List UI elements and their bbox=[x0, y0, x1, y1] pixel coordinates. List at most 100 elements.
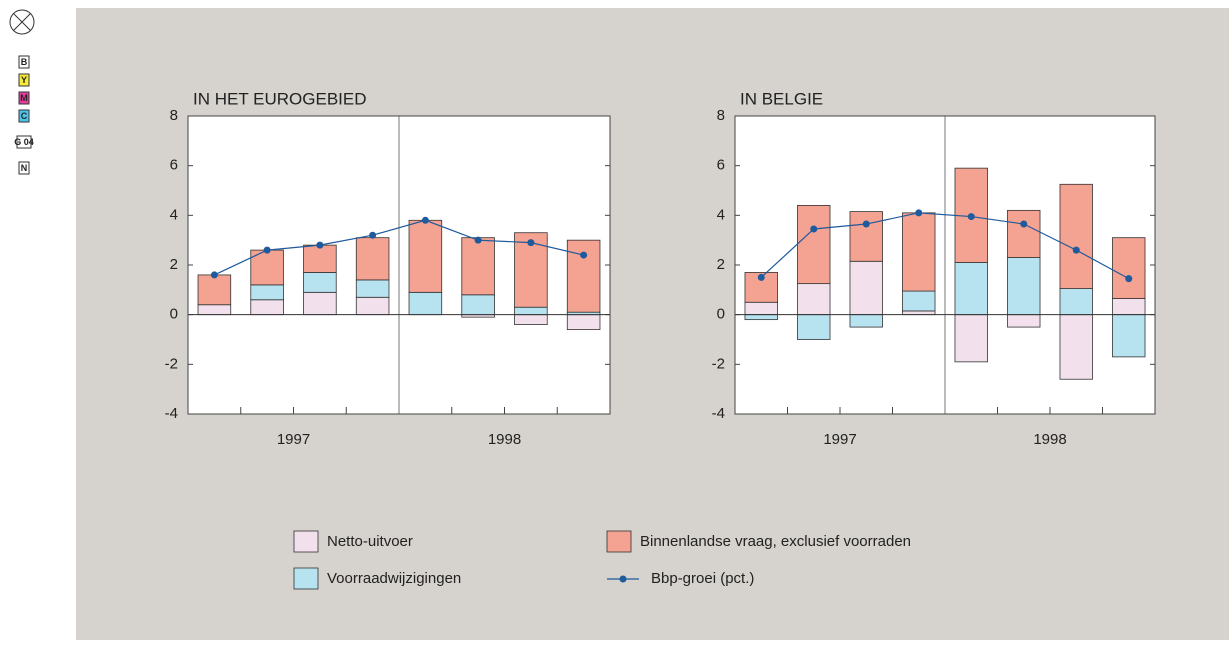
y-tick-label: -4 bbox=[165, 405, 178, 422]
bar-segment bbox=[461, 294, 495, 316]
line-point bbox=[263, 246, 271, 254]
bar-segment bbox=[514, 306, 548, 316]
bar-segment bbox=[408, 291, 443, 316]
bar-segment bbox=[954, 262, 988, 316]
print-mark-label: M bbox=[20, 93, 28, 103]
legend-label: Bbp-groei (pct.) bbox=[651, 570, 754, 587]
line-point bbox=[421, 216, 429, 224]
legend-marker bbox=[619, 575, 627, 583]
bar-segment bbox=[797, 204, 831, 285]
line-point bbox=[1020, 220, 1028, 228]
bar-segment bbox=[902, 290, 936, 312]
bar-segment bbox=[355, 279, 390, 298]
line-point bbox=[967, 213, 975, 221]
bar-segment bbox=[1112, 237, 1146, 299]
bar-segment bbox=[1059, 288, 1093, 316]
line-point bbox=[1072, 246, 1080, 254]
y-tick-label: -2 bbox=[165, 355, 178, 372]
bar-segment bbox=[849, 211, 883, 262]
bar-segment bbox=[1007, 209, 1041, 258]
print-mark-label: B bbox=[21, 57, 28, 67]
bar-segment bbox=[1007, 257, 1041, 316]
y-tick-label: 8 bbox=[170, 107, 178, 124]
line-point bbox=[369, 231, 377, 239]
bar-segment bbox=[461, 237, 495, 296]
y-tick-label: -2 bbox=[712, 355, 725, 372]
plot-frame bbox=[187, 115, 611, 415]
registration-mark bbox=[9, 9, 35, 35]
bar-segment bbox=[1059, 314, 1093, 380]
line-series bbox=[214, 219, 584, 276]
legend-swatch bbox=[606, 530, 632, 553]
y-tick-label: 0 bbox=[170, 306, 178, 323]
bar-segment bbox=[849, 314, 883, 328]
print-mark-box bbox=[18, 161, 30, 175]
legend-swatch bbox=[293, 530, 319, 553]
y-tick-label: 4 bbox=[717, 206, 725, 223]
bar-segment bbox=[197, 304, 232, 316]
line-point bbox=[527, 239, 535, 247]
bar-segment bbox=[355, 296, 390, 316]
y-tick-label: 8 bbox=[717, 107, 725, 124]
y-tick-label: 6 bbox=[717, 157, 725, 174]
y-tick-label: 2 bbox=[717, 256, 725, 273]
x-group-label: 1998 bbox=[488, 431, 521, 448]
bar-segment bbox=[1059, 183, 1093, 289]
bar-segment bbox=[902, 212, 936, 292]
legend-swatch bbox=[293, 567, 319, 590]
bar-segment bbox=[797, 314, 831, 340]
print-mark-box bbox=[18, 91, 30, 105]
legend: Netto-uitvoer Voorraadwijzigingen Binnenla… bbox=[293, 530, 911, 590]
y-tick-label: -4 bbox=[712, 405, 725, 422]
x-group-label: 1997 bbox=[823, 431, 856, 448]
bar-segment bbox=[954, 314, 988, 363]
line-point bbox=[1125, 275, 1133, 283]
chart-title: IN BELGIE bbox=[740, 89, 823, 108]
chart-panel: IN BELGIE -4 -2 0 2 4 6 8 1997 1998 bbox=[712, 89, 1156, 448]
print-mark-box bbox=[18, 73, 30, 87]
bar-segment bbox=[514, 314, 548, 325]
legend-label: Voorraadwijzigingen bbox=[327, 570, 461, 587]
line-point bbox=[810, 225, 818, 233]
bar-segment bbox=[1112, 314, 1146, 358]
bar-segment bbox=[1007, 314, 1041, 328]
print-mark-label: G 04 bbox=[14, 137, 34, 147]
chart-title: IN HET EUROGEBIED bbox=[193, 89, 367, 108]
print-mark-label: Y bbox=[21, 75, 27, 85]
print-mark-label: C bbox=[21, 111, 28, 121]
plot-frame bbox=[734, 115, 1156, 415]
print-mark-box bbox=[18, 55, 30, 69]
bar-segment bbox=[303, 291, 337, 316]
bar-segment bbox=[566, 314, 601, 330]
print-mark-box bbox=[16, 135, 32, 149]
bar-segment bbox=[355, 237, 390, 281]
x-group-label: 1998 bbox=[1033, 431, 1066, 448]
bar-segment bbox=[849, 260, 883, 316]
print-mark-label: N bbox=[21, 163, 28, 173]
line-point bbox=[316, 241, 324, 249]
y-tick-label: 6 bbox=[170, 157, 178, 174]
legend-label: Netto-uitvoer bbox=[327, 533, 413, 550]
y-tick-label: 4 bbox=[170, 206, 178, 223]
bar-segment bbox=[250, 284, 284, 301]
line-point bbox=[474, 236, 482, 244]
bar-segment bbox=[566, 239, 601, 313]
print-mark-box bbox=[18, 109, 30, 123]
bar-segment bbox=[408, 219, 443, 293]
y-tick-label: 2 bbox=[170, 256, 178, 273]
bar-segment bbox=[197, 274, 232, 306]
line-point bbox=[580, 251, 588, 259]
bar-segment bbox=[303, 272, 337, 293]
bar-segment bbox=[250, 299, 284, 316]
legend-label: Binnenlandse vraag, exclusief voorraden bbox=[640, 533, 911, 550]
line-series bbox=[760, 212, 1130, 280]
x-group-label: 1997 bbox=[277, 431, 310, 448]
bar-segment bbox=[1112, 298, 1146, 316]
line-point bbox=[862, 220, 870, 228]
line-point bbox=[757, 273, 765, 281]
bar-segment bbox=[744, 314, 778, 321]
line-point bbox=[210, 271, 218, 279]
bar-segment bbox=[797, 283, 831, 316]
